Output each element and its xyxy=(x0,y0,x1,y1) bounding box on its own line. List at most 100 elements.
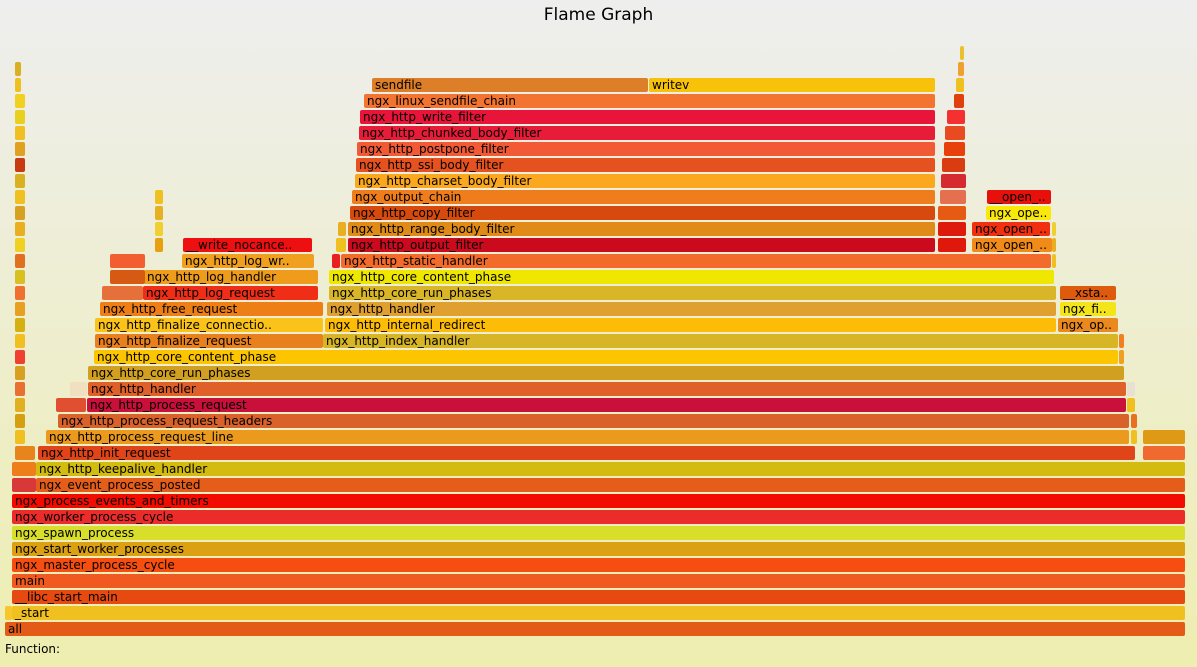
frame-ngx-http-process-request-headers[interactable]: ngx_http_process_request_headers xyxy=(58,414,1129,428)
frame-ngx-http-free-request[interactable]: ngx_http_free_request xyxy=(100,302,323,316)
frame-unlabeled[interactable] xyxy=(15,190,25,204)
frame-unlabeled[interactable] xyxy=(941,174,966,188)
frame-libc-start-main[interactable]: __libc_start_main xyxy=(12,590,1185,604)
frame-ngx-http-index-handler[interactable]: ngx_http_index_handler xyxy=(323,334,1118,348)
frame-unlabeled[interactable] xyxy=(15,126,25,140)
frame-unlabeled[interactable] xyxy=(958,62,964,76)
frame-ngx-http-keepalive-handler[interactable]: ngx_http_keepalive_handler xyxy=(36,462,1185,476)
frame-write-nocance[interactable]: __write_nocance.. xyxy=(183,238,312,252)
frame-unlabeled[interactable] xyxy=(15,174,25,188)
frame-ngx-http-internal-redirect[interactable]: ngx_http_internal_redirect xyxy=(325,318,1056,332)
frame-ngx-http-finalize-connectio[interactable]: ngx_http_finalize_connectio.. xyxy=(95,318,323,332)
frame-unlabeled[interactable] xyxy=(15,398,25,412)
frame-ngx-linux-sendfile-chain[interactable]: ngx_linux_sendfile_chain xyxy=(364,94,935,108)
frame-unlabeled[interactable] xyxy=(15,430,25,444)
frame-ngx-fi[interactable]: ngx_fi.. xyxy=(1060,302,1116,316)
frame-ngx-http-log-handler[interactable]: ngx_http_log_handler xyxy=(144,270,318,284)
frame-start[interactable]: _start xyxy=(12,606,1185,620)
frame-unlabeled[interactable] xyxy=(938,222,966,236)
frame-unlabeled[interactable] xyxy=(1127,382,1135,396)
frame-open[interactable]: __open_.. xyxy=(987,190,1051,204)
frame-unlabeled[interactable] xyxy=(15,110,25,124)
frame-unlabeled[interactable] xyxy=(336,238,346,252)
frame-unlabeled[interactable] xyxy=(70,382,87,396)
frame-unlabeled[interactable] xyxy=(1143,430,1185,444)
frame-unlabeled[interactable] xyxy=(12,462,36,476)
frame-ngx-http-chunked-body-filter[interactable]: ngx_http_chunked_body_filter xyxy=(359,126,935,140)
frame-unlabeled[interactable] xyxy=(954,94,964,108)
frame-ngx-op[interactable]: ngx_op.. xyxy=(1058,318,1118,332)
frame-unlabeled[interactable] xyxy=(338,222,346,236)
frame-sendfile[interactable]: sendfile xyxy=(372,78,648,92)
frame-ngx-http-output-filter[interactable]: ngx_http_output_filter xyxy=(348,238,935,252)
frame-ngx-http-charset-body-filter[interactable]: ngx_http_charset_body_filter xyxy=(355,174,935,188)
frame-unlabeled[interactable] xyxy=(155,190,163,204)
frame-unlabeled[interactable] xyxy=(947,110,965,124)
frame-unlabeled[interactable] xyxy=(1052,238,1056,252)
frame-unlabeled[interactable] xyxy=(15,318,25,332)
frame-unlabeled[interactable] xyxy=(15,158,25,172)
frame-unlabeled[interactable] xyxy=(15,94,25,108)
frame-unlabeled[interactable] xyxy=(960,46,964,60)
frame-unlabeled[interactable] xyxy=(56,398,86,412)
frame-ngx-http-process-request-line[interactable]: ngx_http_process_request_line xyxy=(46,430,1129,444)
frame-unlabeled[interactable] xyxy=(15,446,35,460)
frame-unlabeled[interactable] xyxy=(956,78,964,92)
frame-ngx-process-events-and-timers[interactable]: ngx_process_events_and_timers xyxy=(12,494,1185,508)
frame-unlabeled[interactable] xyxy=(110,270,145,284)
frame-unlabeled[interactable] xyxy=(110,254,145,268)
frame-unlabeled[interactable] xyxy=(15,62,21,76)
frame-unlabeled[interactable] xyxy=(1119,334,1124,348)
frame-unlabeled[interactable] xyxy=(155,222,163,236)
frame-unlabeled[interactable] xyxy=(1052,254,1056,268)
frame-unlabeled[interactable] xyxy=(155,206,163,220)
frame-unlabeled[interactable] xyxy=(1131,430,1137,444)
frame-unlabeled[interactable] xyxy=(15,142,25,156)
frame-unlabeled[interactable] xyxy=(945,126,965,140)
frame-unlabeled[interactable] xyxy=(15,382,25,396)
frame-unlabeled[interactable] xyxy=(1127,398,1135,412)
frame-ngx-http-core-content-phase[interactable]: ngx_http_core_content_phase xyxy=(94,350,1118,364)
frame-unlabeled[interactable] xyxy=(332,254,340,268)
frame-unlabeled[interactable] xyxy=(5,606,12,620)
frame-ngx-http-ssi-body-filter[interactable]: ngx_http_ssi_body_filter xyxy=(356,158,935,172)
frame-unlabeled[interactable] xyxy=(15,206,25,220)
frame-ngx-open[interactable]: ngx_open_.. xyxy=(972,222,1050,236)
frame-unlabeled[interactable] xyxy=(15,222,25,236)
frame-unlabeled[interactable] xyxy=(15,302,25,316)
frame-ngx-start-worker-processes[interactable]: ngx_start_worker_processes xyxy=(12,542,1185,556)
frame-unlabeled[interactable] xyxy=(15,414,25,428)
frame-xsta[interactable]: __xsta.. xyxy=(1060,286,1116,300)
frame-ngx-ope[interactable]: ngx_ope.. xyxy=(986,206,1051,220)
frame-ngx-http-core-content-phase[interactable]: ngx_http_core_content_phase xyxy=(329,270,1054,284)
frame-ngx-http-finalize-request[interactable]: ngx_http_finalize_request xyxy=(95,334,323,348)
frame-ngx-event-process-posted[interactable]: ngx_event_process_posted xyxy=(36,478,1185,492)
frame-writev[interactable]: writev xyxy=(649,78,935,92)
frame-unlabeled[interactable] xyxy=(155,238,163,252)
frame-ngx-http-write-filter[interactable]: ngx_http_write_filter xyxy=(360,110,935,124)
frame-unlabeled[interactable] xyxy=(15,350,25,364)
frame-unlabeled[interactable] xyxy=(942,158,965,172)
frame-ngx-open[interactable]: ngx_open_.. xyxy=(972,238,1052,252)
frame-ngx-http-handler[interactable]: ngx_http_handler xyxy=(327,302,1056,316)
frame-unlabeled[interactable] xyxy=(940,190,966,204)
frame-unlabeled[interactable] xyxy=(15,78,21,92)
frame-ngx-http-core-run-phases[interactable]: ngx_http_core_run_phases xyxy=(329,286,1056,300)
frame-unlabeled[interactable] xyxy=(1119,350,1124,364)
frame-main[interactable]: main xyxy=(12,574,1185,588)
frame-ngx-master-process-cycle[interactable]: ngx_master_process_cycle xyxy=(12,558,1185,572)
frame-ngx-worker-process-cycle[interactable]: ngx_worker_process_cycle xyxy=(12,510,1185,524)
frame-unlabeled[interactable] xyxy=(1131,414,1137,428)
frame-unlabeled[interactable] xyxy=(102,286,143,300)
frame-unlabeled[interactable] xyxy=(15,366,25,380)
frame-unlabeled[interactable] xyxy=(15,254,25,268)
frame-unlabeled[interactable] xyxy=(938,206,966,220)
frame-ngx-http-postpone-filter[interactable]: ngx_http_postpone_filter xyxy=(357,142,935,156)
frame-unlabeled[interactable] xyxy=(12,478,36,492)
frame-ngx-output-chain[interactable]: ngx_output_chain xyxy=(352,190,935,204)
frame-unlabeled[interactable] xyxy=(938,238,966,252)
frame-ngx-spawn-process[interactable]: ngx_spawn_process xyxy=(12,526,1185,540)
frame-all[interactable]: all xyxy=(5,622,1185,636)
frame-ngx-http-log-request[interactable]: ngx_http_log_request xyxy=(143,286,318,300)
